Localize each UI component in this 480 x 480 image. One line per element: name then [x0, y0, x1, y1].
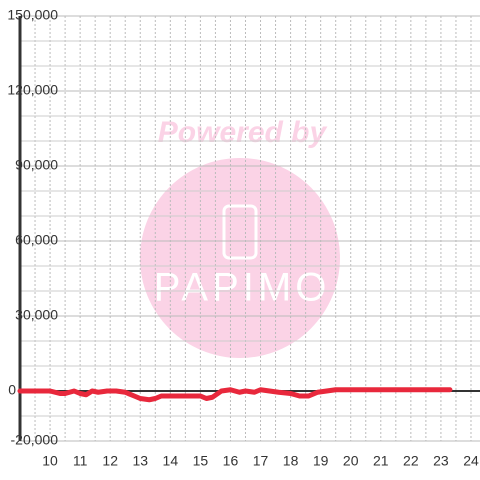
x-tick-label: 18	[283, 453, 299, 469]
y-tick-label: 0	[8, 382, 16, 398]
x-tick-label: 10	[42, 453, 58, 469]
watermark-icon	[222, 204, 258, 260]
x-tick-label: 17	[253, 453, 269, 469]
x-tick-label: 23	[433, 453, 449, 469]
y-tick-label: 90,000	[15, 157, 58, 173]
watermark-text: Powered by	[158, 116, 328, 149]
y-tick-label: 120,000	[7, 82, 58, 98]
x-tick-label: 15	[193, 453, 209, 469]
x-tick-label: 11	[73, 453, 88, 469]
x-tick-label: 19	[313, 453, 329, 469]
watermark-text: PAPIMO	[154, 266, 331, 310]
x-tick-label: 24	[463, 453, 479, 469]
y-tick-label: 30,000	[15, 307, 58, 323]
y-tick-label: 60,000	[15, 232, 58, 248]
x-tick-label: 22	[403, 453, 419, 469]
x-tick-label: 16	[223, 453, 239, 469]
x-tick-label: 13	[132, 453, 148, 469]
x-tick-label: 21	[373, 453, 389, 469]
x-tick-label: 12	[102, 453, 118, 469]
x-tick-label: 20	[343, 453, 359, 469]
line	[17, 387, 453, 403]
y-tick-label: 150,000	[7, 7, 58, 23]
x-tick-label: 14	[163, 453, 179, 469]
y-tick-label: -20,000	[11, 432, 59, 448]
